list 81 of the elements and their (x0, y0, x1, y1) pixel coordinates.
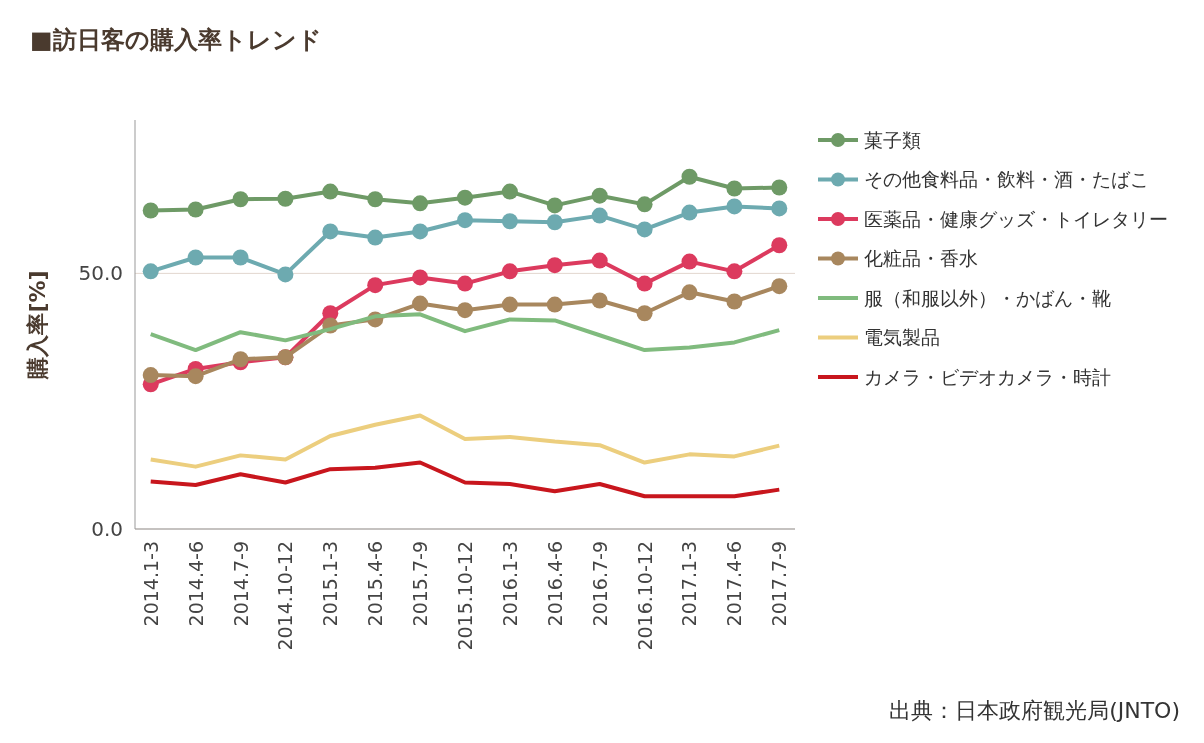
x-tick-label: 2016.4-6 (543, 541, 566, 627)
point (726, 198, 743, 215)
point (726, 180, 743, 197)
point (142, 202, 159, 219)
point (457, 275, 473, 292)
point (681, 253, 698, 270)
point (501, 263, 518, 280)
point (501, 296, 518, 313)
point (636, 196, 653, 213)
point (681, 204, 698, 221)
point (546, 296, 563, 313)
x-tick-label: 2014.4-6 (184, 541, 207, 627)
point (232, 249, 249, 266)
x-tick-label: 2014.10-12 (274, 541, 297, 651)
point (636, 305, 653, 322)
point (501, 183, 518, 200)
x-tick-label: 2016.10-12 (633, 541, 656, 651)
x-tick-label: 2017.4-6 (723, 541, 746, 627)
legend-label: カメラ・ビデオカメラ・時計 (864, 365, 1111, 388)
point (636, 221, 653, 238)
y-tick-label: 50.0 (78, 261, 123, 286)
legend-label: 医薬品・健康グッズ・トイレタリー (864, 207, 1168, 230)
point (546, 257, 563, 274)
point (771, 237, 788, 254)
point (142, 367, 159, 384)
y-axis-title: 購入率[%] (25, 270, 50, 380)
point (367, 229, 384, 246)
point (546, 197, 563, 214)
point (277, 266, 294, 283)
point (591, 207, 608, 224)
line-series (148, 312, 782, 353)
point (367, 277, 384, 294)
legend-label: その他食料品・飲料・酒・たばこ (864, 168, 1149, 191)
point (501, 213, 518, 230)
point (771, 179, 788, 196)
point (142, 263, 159, 280)
point (726, 263, 743, 280)
point (591, 292, 608, 309)
chart-title: ■訪日客の購入率トレンド (30, 26, 322, 54)
point (457, 189, 473, 206)
line-series (148, 413, 782, 469)
legend-label: 菓子類 (864, 128, 921, 151)
point (412, 269, 429, 286)
point (367, 191, 384, 208)
x-tick-label: 2017.7-9 (768, 541, 791, 627)
point (726, 293, 743, 310)
legend-label: 電気製品 (864, 326, 940, 349)
x-tick-label: 2015.1-3 (319, 541, 342, 627)
legend-label: 服（和服以外）・かばん・靴 (864, 286, 1111, 309)
x-tick-label: 2014.1-3 (139, 541, 162, 627)
x-tick-label: 2015.10-12 (454, 541, 476, 651)
point (546, 214, 563, 231)
line-series (148, 460, 782, 499)
point (412, 295, 429, 312)
point (681, 284, 698, 301)
x-tick-label: 2016.1-3 (498, 541, 521, 627)
point (187, 249, 204, 266)
point (591, 187, 608, 204)
x-tick-label: 2016.7-9 (588, 541, 611, 627)
x-tick-label: 2015.7-9 (409, 541, 432, 627)
x-tick-label: 2015.4-6 (364, 541, 387, 627)
point (277, 190, 294, 207)
source-note: 出典：日本政府観光局(JNTO) (889, 698, 1180, 723)
point (457, 212, 473, 229)
point (681, 168, 698, 185)
point (322, 223, 339, 240)
legend-label: 化粧品・香水 (864, 247, 978, 270)
x-tick-label: 2017.1-3 (678, 541, 701, 627)
x-tick-label: 2014.7-9 (229, 541, 252, 627)
point (771, 200, 788, 217)
point (187, 368, 204, 385)
point (771, 278, 788, 295)
point (412, 223, 429, 240)
point (187, 201, 204, 218)
y-tick-label: 0.0 (91, 517, 123, 541)
point (232, 191, 249, 208)
point (457, 302, 473, 319)
point (636, 275, 653, 292)
point (412, 195, 429, 212)
point (591, 252, 608, 269)
point (322, 183, 339, 200)
